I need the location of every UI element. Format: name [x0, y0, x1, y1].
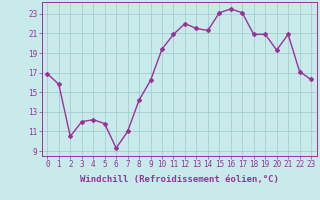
X-axis label: Windchill (Refroidissement éolien,°C): Windchill (Refroidissement éolien,°C) — [80, 175, 279, 184]
